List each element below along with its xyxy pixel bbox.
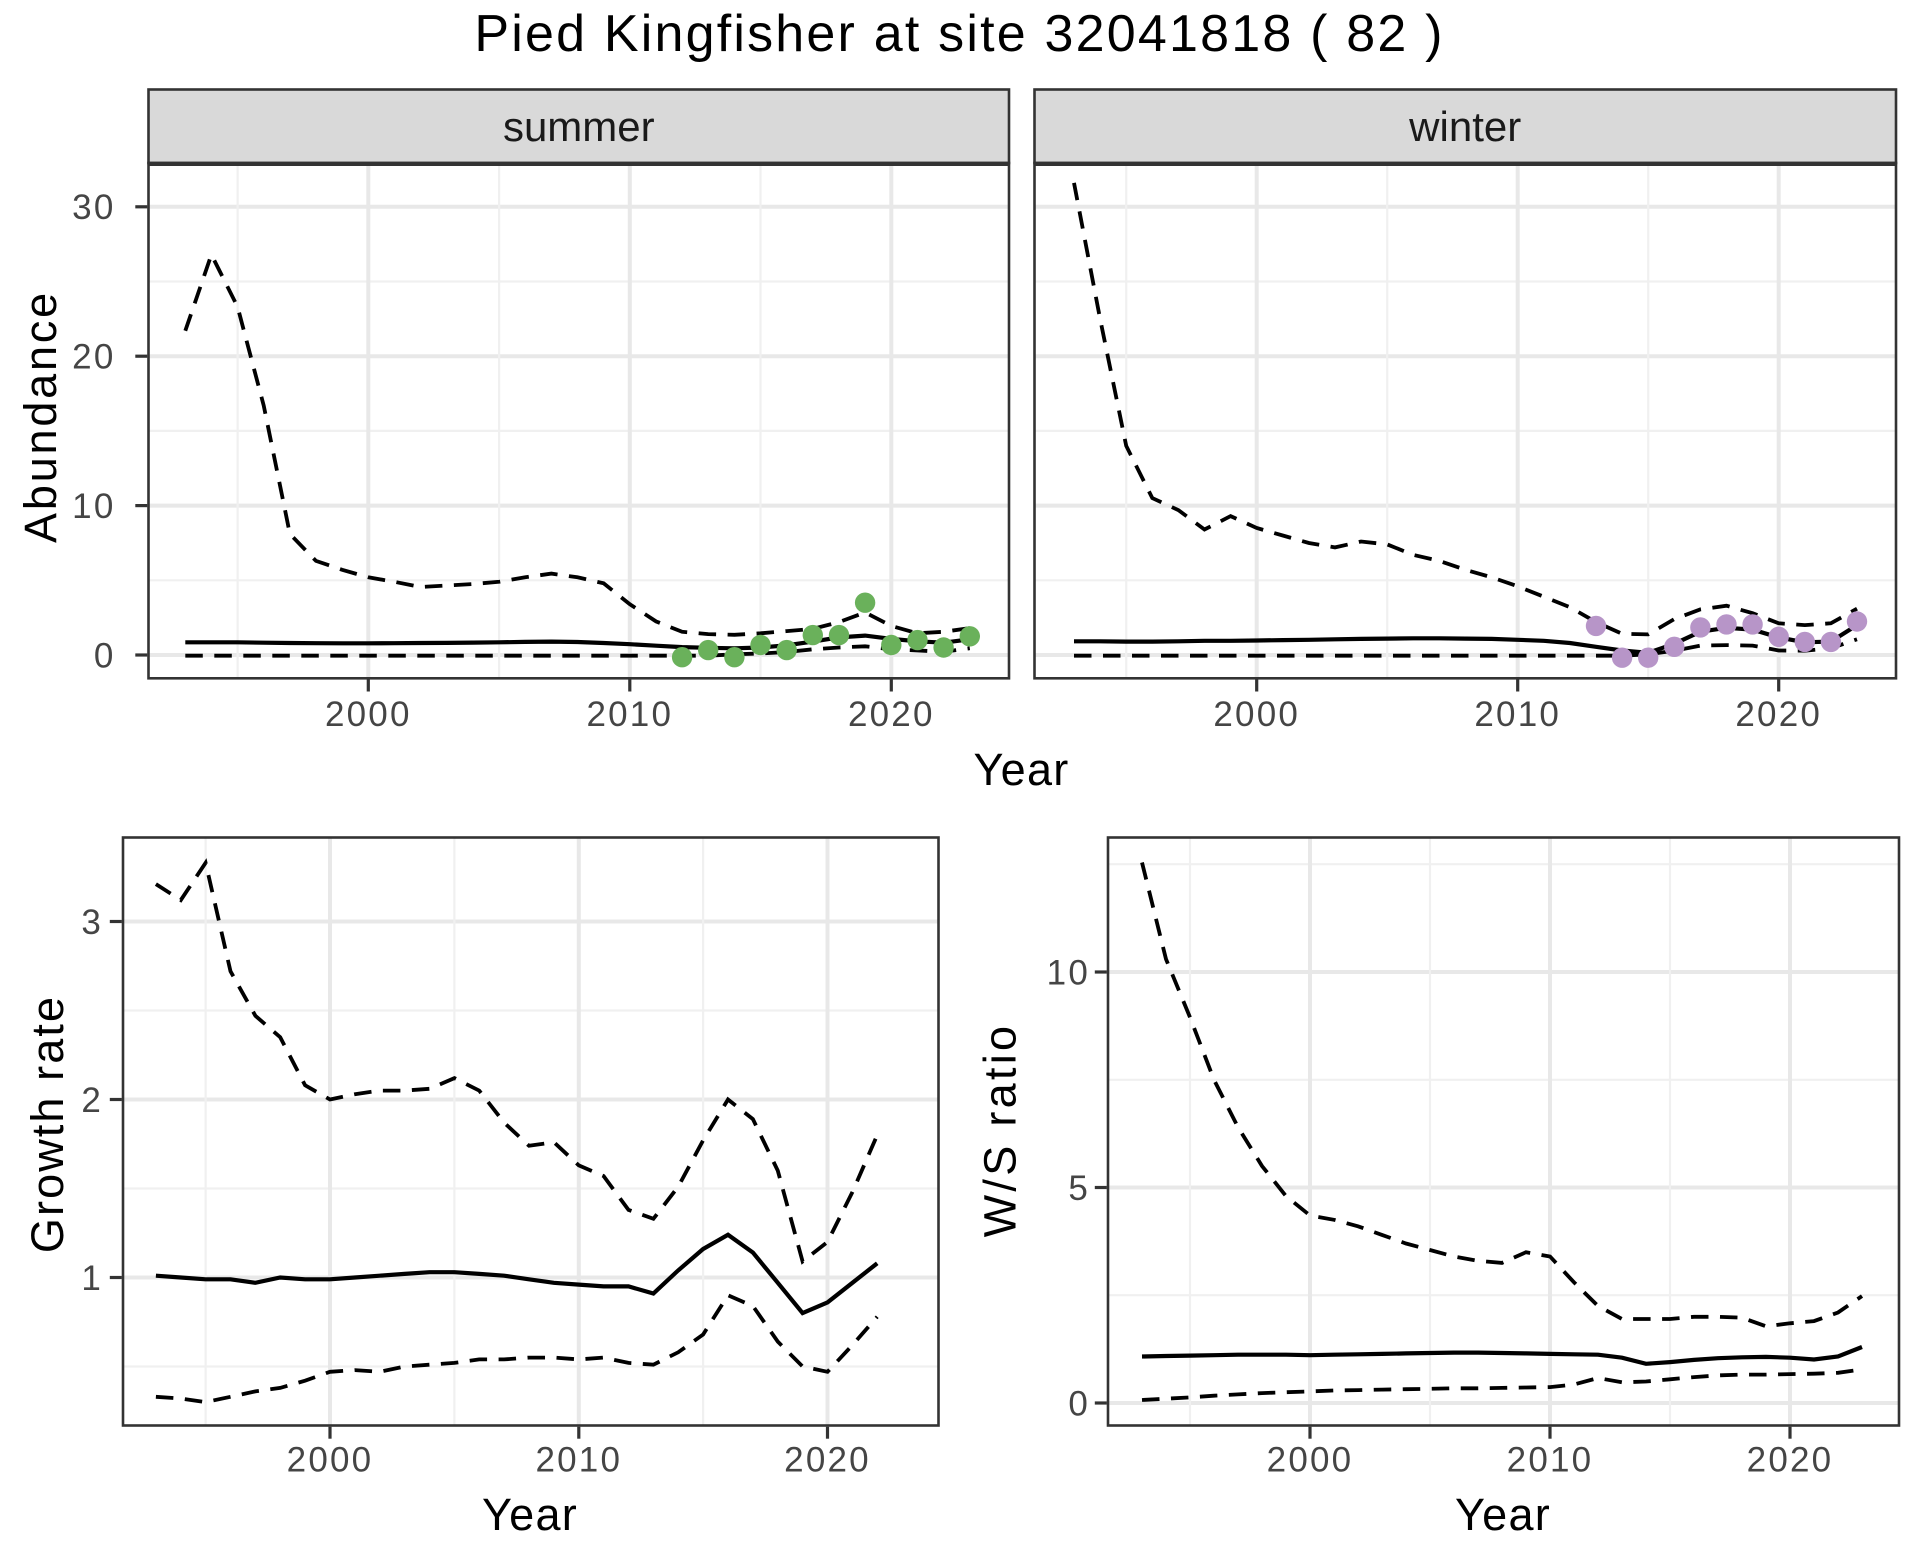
svg-text:2020: 2020 <box>1747 1441 1834 1480</box>
svg-text:summer: summer <box>503 103 655 150</box>
svg-text:2020: 2020 <box>784 1441 871 1480</box>
svg-text:Pied Kingfisher at site 320418: Pied Kingfisher at site 32041818 ( 82 ) <box>474 5 1444 63</box>
svg-text:0: 0 <box>94 636 116 675</box>
svg-text:Growth rate: Growth rate <box>22 995 73 1253</box>
svg-text:1: 1 <box>81 1259 103 1298</box>
svg-text:0: 0 <box>1068 1384 1090 1423</box>
svg-text:winter: winter <box>1408 103 1521 150</box>
svg-text:2010: 2010 <box>1474 695 1561 734</box>
svg-text:2000: 2000 <box>1267 1441 1354 1480</box>
svg-text:2: 2 <box>81 1081 103 1120</box>
svg-text:Year: Year <box>1455 1489 1551 1540</box>
svg-text:10: 10 <box>1047 953 1090 992</box>
svg-text:2000: 2000 <box>1213 695 1300 734</box>
svg-text:2010: 2010 <box>1507 1441 1594 1480</box>
svg-text:Abundance: Abundance <box>15 290 66 543</box>
svg-text:2010: 2010 <box>586 695 673 734</box>
svg-text:2010: 2010 <box>535 1441 622 1480</box>
svg-text:3: 3 <box>81 903 103 942</box>
svg-text:Year: Year <box>482 1489 578 1540</box>
svg-text:10: 10 <box>72 487 115 526</box>
svg-text:2000: 2000 <box>287 1441 374 1480</box>
svg-text:Year: Year <box>973 744 1069 795</box>
svg-text:20: 20 <box>72 338 115 377</box>
svg-text:2000: 2000 <box>325 695 412 734</box>
svg-text:2020: 2020 <box>1735 695 1822 734</box>
svg-text:5: 5 <box>1068 1169 1090 1208</box>
svg-text:W/S ratio: W/S ratio <box>975 1023 1026 1238</box>
svg-text:2020: 2020 <box>848 695 935 734</box>
svg-text:30: 30 <box>72 188 115 227</box>
